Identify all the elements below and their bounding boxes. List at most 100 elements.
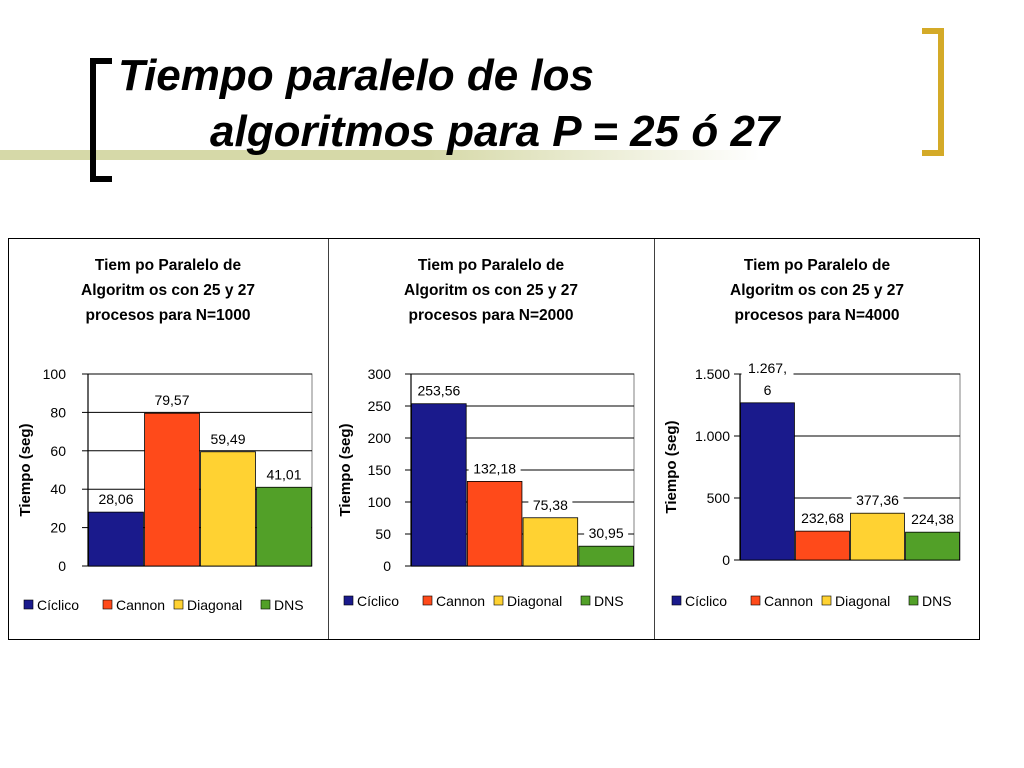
chart-2-data-label-2: 377,36: [856, 492, 899, 508]
chart-0-ytick-label-4: 80: [50, 404, 66, 420]
chart-1-ytick-label-4: 200: [368, 430, 392, 446]
chart-0-bar-cannon: [144, 412, 200, 567]
chart-0-ytick-label-1: 20: [50, 520, 66, 536]
chart-2-title-line-1: Tiem po Paralelo de: [744, 257, 891, 274]
chart-1-bar-dns: [578, 545, 634, 567]
chart-0-bar-diagonal: [200, 451, 256, 567]
chart-2-data-label-3: 224,38: [911, 511, 954, 527]
chart-1-data-label-1: 132,18: [473, 460, 516, 476]
slide-title-line-2: algoritmos para P = 25 ó 27: [210, 107, 780, 156]
chart-2-ytick-label-1: 500: [707, 490, 731, 506]
chart-1-ytick-label-1: 50: [375, 526, 391, 542]
chart-1-ytick-label-0: 0: [383, 558, 391, 574]
chart-1-legend-label-cannon: Cannon: [436, 593, 485, 609]
chart-0-data-label-2: 59,49: [210, 431, 245, 447]
chart-1-legend-label-dns: DNS: [594, 593, 624, 609]
chart-0-legend-label-cclico: Cíclico: [37, 597, 79, 613]
chart-0-data-label-bg-3-0: [262, 465, 306, 484]
chart-1-bar-diagonal: [522, 517, 579, 567]
chart-1-bar-cclico: [411, 403, 467, 567]
chart-n4000: Tiem po Paralelo de Algoritm os con 25 y …: [654, 238, 961, 640]
chart-2-legend-swatch-cclico: [671, 595, 682, 606]
chart-0-data-label-0: 28,06: [98, 491, 133, 507]
chart-2-data-label-bg-1-0: [796, 509, 849, 528]
chart-2-legend-swatch-cannon: [750, 595, 761, 606]
chart-1-legend-label-cclico: Cíclico: [357, 593, 399, 609]
chart-0-legend-swatch-dns: [260, 599, 271, 610]
chart-1-legend-swatch-diagonal: [493, 595, 504, 606]
chart-1-ytick-label-5: 250: [368, 398, 392, 414]
chart-1-data-label-bg-0-0: [412, 381, 465, 400]
chart-2-data-label-0: 1.267,: [748, 360, 787, 376]
title-accent-bar: [0, 150, 1024, 160]
chart-1-data-label-bg-1-0: [468, 459, 521, 478]
chart-2-bar-diagonal: [850, 512, 905, 561]
chart-2-data-label-1: 232,68: [801, 510, 844, 526]
chart-0-ytick-label-3: 60: [50, 443, 66, 459]
chart-0-bar-cclico: [88, 511, 144, 567]
chart-2-bar-cclico: [740, 402, 795, 561]
chart-0-ytick-label-2: 40: [50, 481, 66, 497]
chart-n1000: Tiem po Paralelo de Algoritm os con 25 y …: [17, 257, 313, 613]
chart-1-legend-swatch-cannon: [422, 595, 433, 606]
chart-0-data-label-bg-0-0: [94, 490, 138, 509]
chart-2-data-label-bg-3-0: [906, 510, 959, 529]
chart-2-legend-swatch-dns: [908, 595, 919, 606]
chart-1-ytick-label-3: 150: [368, 462, 392, 478]
chart-1-ytick-label-6: 300: [368, 366, 392, 382]
chart-0-data-label-bg-1-0: [150, 391, 194, 410]
chart-1-ytick-label-2: 100: [368, 494, 392, 510]
chart-2-legend-label-cclico: Cíclico: [685, 593, 727, 609]
chart-1-bar-cannon: [466, 481, 523, 567]
chart-0-title-line-2: Algoritm os con 25 y 27: [81, 282, 255, 299]
chart-2-data-label-0-1: 6: [764, 382, 772, 398]
chart-0-ytick-label-0: 0: [58, 558, 66, 574]
chart-1-data-label-bg-3-0: [584, 524, 629, 543]
chart-2-bar-dns: [905, 531, 960, 561]
chart-0-legend-swatch-cclico: [23, 599, 34, 610]
chart-2-data-label-bg-0-1: [761, 380, 774, 399]
chart-2-ytick-label-2: 1.000: [695, 428, 730, 444]
chart-0-title-line-1: Tiem po Paralelo de: [95, 257, 242, 274]
chart-1-title-line-1: Tiem po Paralelo de: [418, 257, 565, 274]
chart-2-ytick-label-0: 0: [722, 552, 730, 568]
chart-0-title-line-3: procesos para N=1000: [86, 307, 251, 324]
chart-1-title-line-3: procesos para N=2000: [409, 307, 574, 324]
chart-2-data-label-bg-2-0: [851, 491, 904, 510]
chart-0-legend-swatch-cannon: [102, 599, 113, 610]
chart-2-title-line-3: procesos para N=4000: [735, 307, 900, 324]
chart-0-data-label-bg-2-0: [206, 429, 250, 448]
chart-2-legend-swatch-diagonal: [821, 595, 832, 606]
chart-1-data-label-2: 75,38: [533, 497, 568, 513]
chart-1-y-axis-label: Tiempo (seg): [337, 423, 354, 516]
chart-2-legend-label-cannon: Cannon: [764, 593, 813, 609]
chart-1-legend-label-diagonal: Diagonal: [507, 593, 562, 609]
chart-2-data-label-bg-0-0: [741, 358, 794, 377]
chart-0-legend-label-cannon: Cannon: [116, 597, 165, 613]
chart-0-legend-label-dns: DNS: [274, 597, 304, 613]
chart-1-data-label-3: 30,95: [589, 525, 624, 541]
chart-0-bar-dns: [256, 486, 312, 567]
chart-0-legend-label-diagonal: Diagonal: [187, 597, 242, 613]
slide-title-line-1: Tiempo paralelo de los: [118, 51, 594, 100]
chart-2-legend-label-diagonal: Diagonal: [835, 593, 890, 609]
chart-0-y-axis-label: Tiempo (seg): [17, 423, 34, 516]
chart-1-data-label-0: 253,56: [417, 383, 460, 399]
chart-1-title-line-2: Algoritm os con 25 y 27: [404, 282, 578, 299]
chart-2-title-line-2: Algoritm os con 25 y 27: [730, 282, 904, 299]
right-bracket-decoration: [922, 28, 944, 156]
chart-n2000: Tiem po Paralelo de Algoritm os con 25 y …: [328, 238, 635, 640]
chart-1-legend-swatch-dns: [580, 595, 591, 606]
chart-1-legend-swatch-cclico: [343, 595, 354, 606]
slide-title: Tiempo paralelo de los algoritmos para P…: [118, 48, 918, 160]
chart-2-bar-cannon: [795, 530, 850, 561]
chart-0-ytick-label-5: 100: [43, 366, 67, 382]
chart-2-legend-label-dns: DNS: [922, 593, 952, 609]
chart-0-data-label-3: 41,01: [266, 466, 301, 482]
chart-2-y-axis-label: Tiempo (seg): [663, 420, 680, 513]
left-bracket-decoration: [90, 58, 112, 182]
chart-2-ytick-label-3: 1.500: [695, 366, 730, 382]
chart-0-legend-swatch-diagonal: [173, 599, 184, 610]
chart-1-data-label-bg-2-0: [528, 495, 573, 514]
chart-0-data-label-1: 79,57: [154, 392, 189, 408]
